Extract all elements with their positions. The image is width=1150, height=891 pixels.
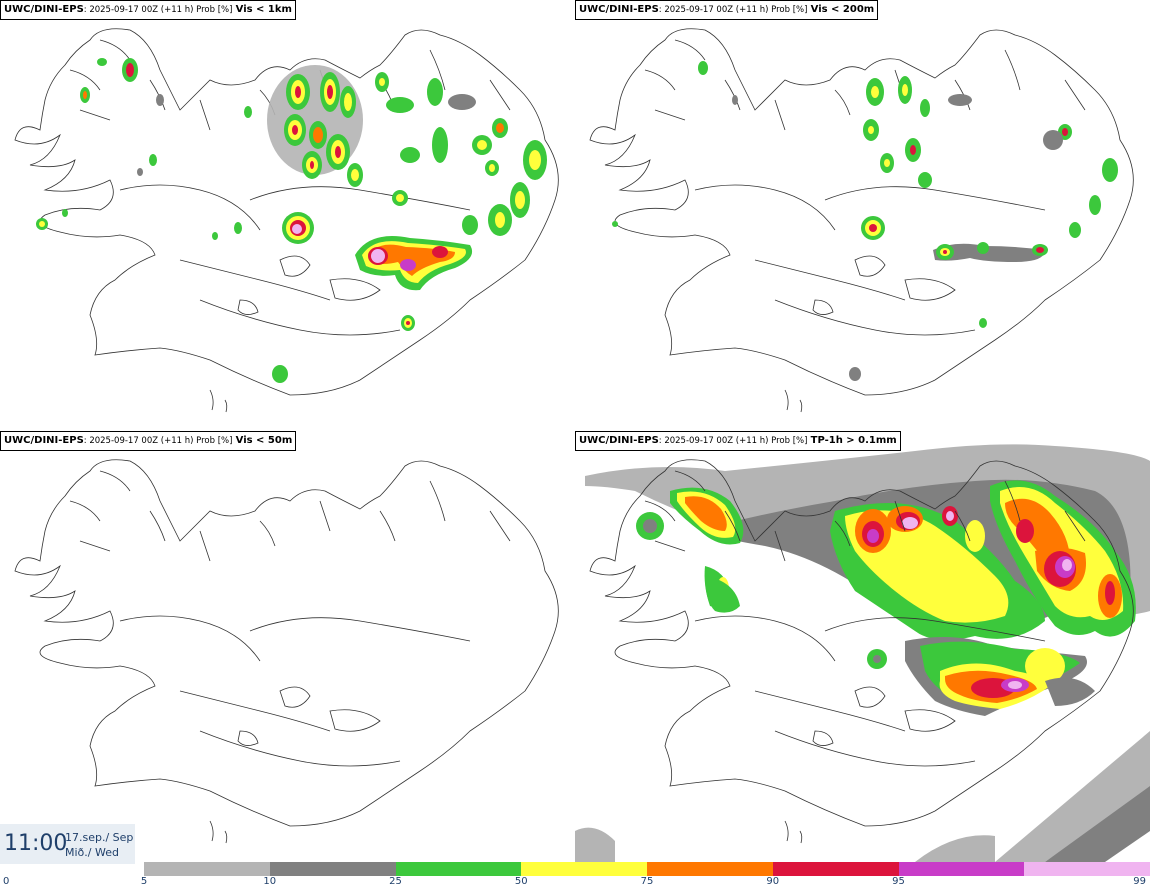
probability-field <box>36 58 547 383</box>
colorbar-tick-label: 75 <box>640 876 654 887</box>
date-line-1: 17.sep./ Sep <box>65 831 134 844</box>
colorbar-segment <box>144 862 270 876</box>
colorbar-tick-label: 5 <box>140 876 148 887</box>
panel-title: UWC/DINI-EPS: 2025-09-17 00Z (+11 h) Pro… <box>0 431 297 451</box>
variable-name: TP-1h > 0.1mm <box>810 435 897 446</box>
valid-hour: 11:00 <box>4 831 68 856</box>
probability-field <box>612 61 1118 381</box>
probability-colorbar <box>144 862 1150 876</box>
colorbar-tick-label: 0 <box>3 876 10 887</box>
run-info: : 2025-09-17 00Z (+11 h) Prob [%] <box>83 436 233 446</box>
colorbar-segment <box>898 862 1025 876</box>
iceland-map <box>575 444 1150 862</box>
run-info: : 2025-09-17 00Z (+11 h) Prob [%] <box>83 5 233 15</box>
probability-field <box>575 444 1150 862</box>
map-panel-vis-50m: UWC/DINI-EPS: 2025-09-17 00Z (+11 h) Pro… <box>0 431 575 862</box>
iceland-map <box>589 28 1134 413</box>
date-line-2: Mið./ Wed <box>65 846 119 859</box>
colorbar-segment <box>1024 862 1150 876</box>
variable-name: Vis < 50m <box>235 435 293 446</box>
colorbar-segment <box>521 862 647 876</box>
colorbar-tick-label: 50 <box>514 876 528 887</box>
panel-title: UWC/DINI-EPS: 2025-09-17 00Z (+11 h) Pro… <box>575 431 901 451</box>
colorbar-segment <box>647 862 773 876</box>
iceland-map <box>14 28 559 413</box>
map-panel-precip: UWC/DINI-EPS: 2025-09-17 00Z (+11 h) Pro… <box>575 431 1150 862</box>
valid-time-box: 11:00 17.sep./ Sep Mið./ Wed <box>0 824 135 864</box>
colorbar-segment <box>395 862 522 876</box>
map-panel-vis-200m: UWC/DINI-EPS: 2025-09-17 00Z (+11 h) Pro… <box>575 0 1150 431</box>
run-info: : 2025-09-17 00Z (+11 h) Prob [%] <box>658 436 808 446</box>
colorbar-tick-label: 90 <box>766 876 780 887</box>
iceland-map <box>14 459 559 844</box>
colorbar-ticks: 0 5 10 25 50 75 90 95 99 <box>0 876 1150 891</box>
model-name: UWC/DINI-EPS <box>4 435 84 446</box>
variable-name: Vis < 200m <box>810 4 875 15</box>
colorbar-tick-label: 95 <box>892 876 905 887</box>
colorbar-segment <box>772 862 899 876</box>
map-panel-vis-1km: UWC/DINI-EPS: 2025-09-17 00Z (+11 h) Pro… <box>0 0 575 431</box>
colorbar-tick-label: 99 <box>1133 876 1146 887</box>
colorbar-segment <box>269 862 396 876</box>
colorbar-tick-label: 10 <box>263 876 277 887</box>
panel-title: UWC/DINI-EPS: 2025-09-17 00Z (+11 h) Pro… <box>0 0 296 20</box>
model-name: UWC/DINI-EPS <box>579 4 659 15</box>
valid-date: 17.sep./ Sep Mið./ Wed <box>65 830 133 860</box>
panel-title: UWC/DINI-EPS: 2025-09-17 00Z (+11 h) Pro… <box>575 0 879 20</box>
model-name: UWC/DINI-EPS <box>579 435 659 446</box>
run-info: : 2025-09-17 00Z (+11 h) Prob [%] <box>658 5 808 15</box>
model-name: UWC/DINI-EPS <box>4 4 84 15</box>
colorbar-tick-label: 25 <box>389 876 402 887</box>
variable-name: Vis < 1km <box>235 4 292 15</box>
